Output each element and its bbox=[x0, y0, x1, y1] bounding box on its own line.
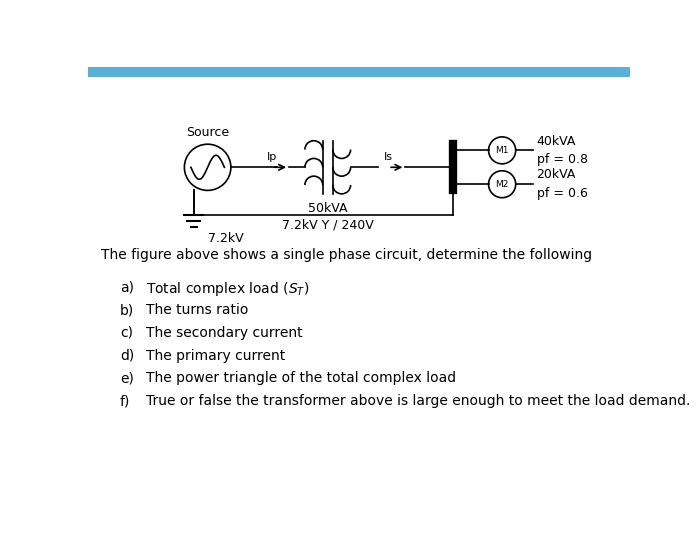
Text: True or false the transformer above is large enough to meet the load demand.: True or false the transformer above is l… bbox=[146, 394, 690, 408]
Text: Is: Is bbox=[384, 152, 393, 162]
Text: 7.2kV: 7.2kV bbox=[208, 232, 244, 245]
Text: The power triangle of the total complex load: The power triangle of the total complex … bbox=[146, 371, 456, 385]
Text: The figure above shows a single phase circuit, determine the following: The figure above shows a single phase ci… bbox=[102, 248, 593, 262]
Text: Ip: Ip bbox=[267, 152, 277, 162]
Text: e): e) bbox=[120, 371, 134, 385]
Text: a): a) bbox=[120, 281, 134, 295]
Text: f): f) bbox=[120, 394, 130, 408]
Text: pf = 0.6: pf = 0.6 bbox=[537, 187, 587, 200]
Text: Total complex load ($S_T$): Total complex load ($S_T$) bbox=[146, 281, 309, 298]
Text: The primary current: The primary current bbox=[146, 349, 285, 363]
Text: c): c) bbox=[120, 326, 133, 340]
Text: pf = 0.8: pf = 0.8 bbox=[537, 153, 587, 166]
Text: 40kVA: 40kVA bbox=[537, 134, 576, 148]
Text: Source: Source bbox=[186, 126, 229, 139]
Text: b): b) bbox=[120, 303, 134, 317]
Text: The turns ratio: The turns ratio bbox=[146, 303, 248, 317]
FancyBboxPatch shape bbox=[88, 67, 630, 77]
Text: M2: M2 bbox=[496, 180, 509, 189]
Text: The secondary current: The secondary current bbox=[146, 326, 302, 340]
Text: 7.2kV Y / 240V: 7.2kV Y / 240V bbox=[282, 218, 374, 231]
Text: M1: M1 bbox=[496, 146, 509, 155]
Text: d): d) bbox=[120, 349, 134, 363]
Text: 50kVA: 50kVA bbox=[308, 202, 347, 214]
Text: 20kVA: 20kVA bbox=[537, 169, 576, 181]
